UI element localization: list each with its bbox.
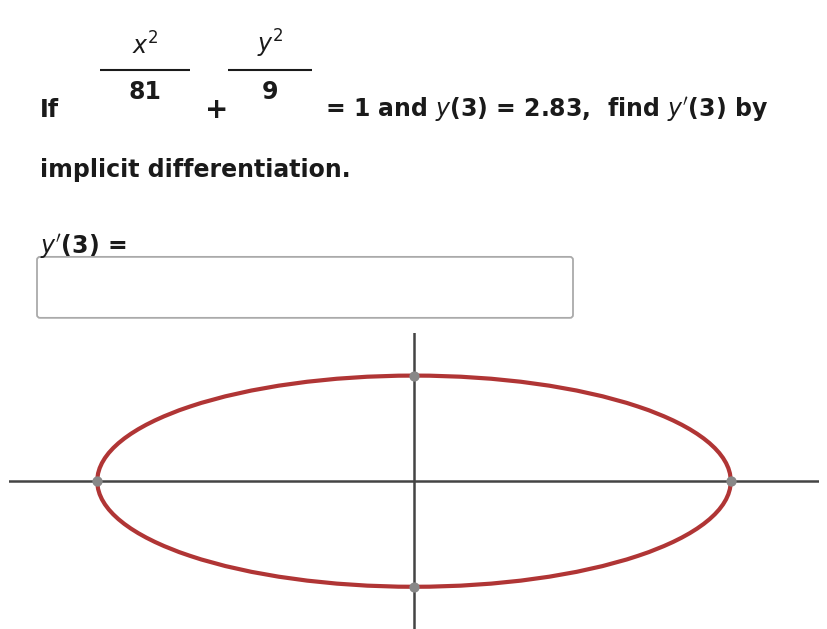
Text: 81: 81: [128, 80, 161, 104]
Text: $y^2$: $y^2$: [256, 28, 283, 60]
Point: [407, 582, 420, 592]
Text: = 1 and $y$(3) = 2.83,  find $y'$(3) by: = 1 and $y$(3) = 2.83, find $y'$(3) by: [325, 96, 767, 125]
Text: $x^2$: $x^2$: [131, 33, 158, 60]
Text: 9: 9: [261, 80, 278, 104]
Text: +: +: [205, 96, 228, 124]
Point: [407, 370, 420, 381]
Text: $y'$(3) =: $y'$(3) =: [40, 233, 127, 261]
Point: [724, 476, 737, 486]
Text: implicit differentiation.: implicit differentiation.: [40, 158, 350, 182]
Text: If: If: [40, 98, 59, 122]
Point: [90, 476, 103, 486]
FancyBboxPatch shape: [37, 257, 572, 318]
